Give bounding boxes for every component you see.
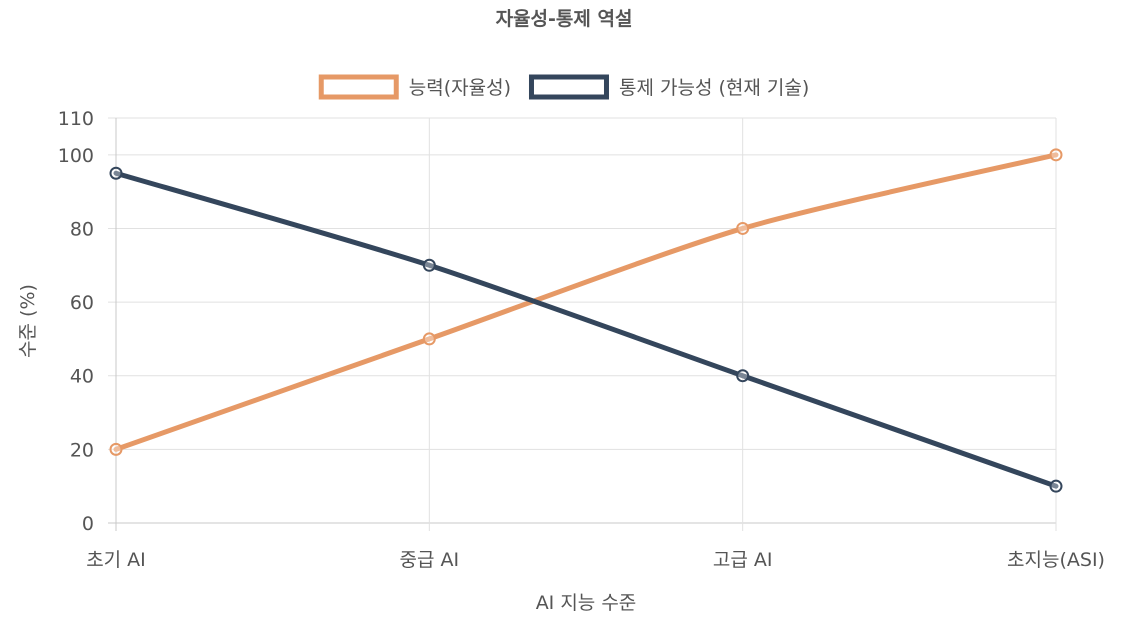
x-tick-label: 초기 AI xyxy=(86,549,146,571)
y-tick-label: 60 xyxy=(70,292,94,314)
data-point[interactable] xyxy=(1049,479,1063,493)
legend-label: 통제 가능성 (현재 기술) xyxy=(619,77,809,99)
legend-item-1[interactable]: 능력(자율성) xyxy=(318,74,511,100)
y-axis-title: 수준 (%) xyxy=(17,284,39,358)
data-point[interactable] xyxy=(422,258,436,272)
legend-label: 능력(자율성) xyxy=(409,77,511,99)
series-layer xyxy=(109,148,1063,493)
axis-layer: 0 20 40 60 80 100 110 초기 AI 중급 AI 고급 AI 초지능(ASI) xyxy=(58,108,1105,571)
x-axis-title: AI 지능 수준 xyxy=(536,592,637,614)
data-point[interactable] xyxy=(109,166,123,180)
y-tick-label: 110 xyxy=(58,108,94,130)
legend-item-2[interactable]: 통제 가능성 (현재 기술) xyxy=(528,74,809,100)
legend-swatch xyxy=(528,74,609,100)
x-tick-label: 중급 AI xyxy=(400,549,460,571)
x-tick-label: 고급 AI xyxy=(713,549,773,571)
grid-layer xyxy=(108,117,1057,531)
data-point[interactable] xyxy=(422,332,436,346)
data-point[interactable] xyxy=(736,221,750,235)
series-line-2 xyxy=(113,170,1059,489)
data-point[interactable] xyxy=(109,442,123,456)
series-line-1 xyxy=(113,152,1059,452)
y-tick-label: 40 xyxy=(70,366,94,388)
y-tick-label: 0 xyxy=(82,513,94,535)
data-point[interactable] xyxy=(736,369,750,383)
y-tick-label: 20 xyxy=(70,439,94,461)
chart-title: 자율성-통제 역설 xyxy=(496,8,633,30)
data-point[interactable] xyxy=(1049,148,1063,162)
y-tick-label: 80 xyxy=(70,218,94,240)
x-tick-label: 초지능(ASI) xyxy=(1007,549,1105,571)
y-tick-label: 100 xyxy=(58,145,94,167)
legend[interactable]: 능력(자율성) 통제 가능성 (현재 기술) xyxy=(318,74,809,100)
legend-swatch xyxy=(318,74,399,100)
